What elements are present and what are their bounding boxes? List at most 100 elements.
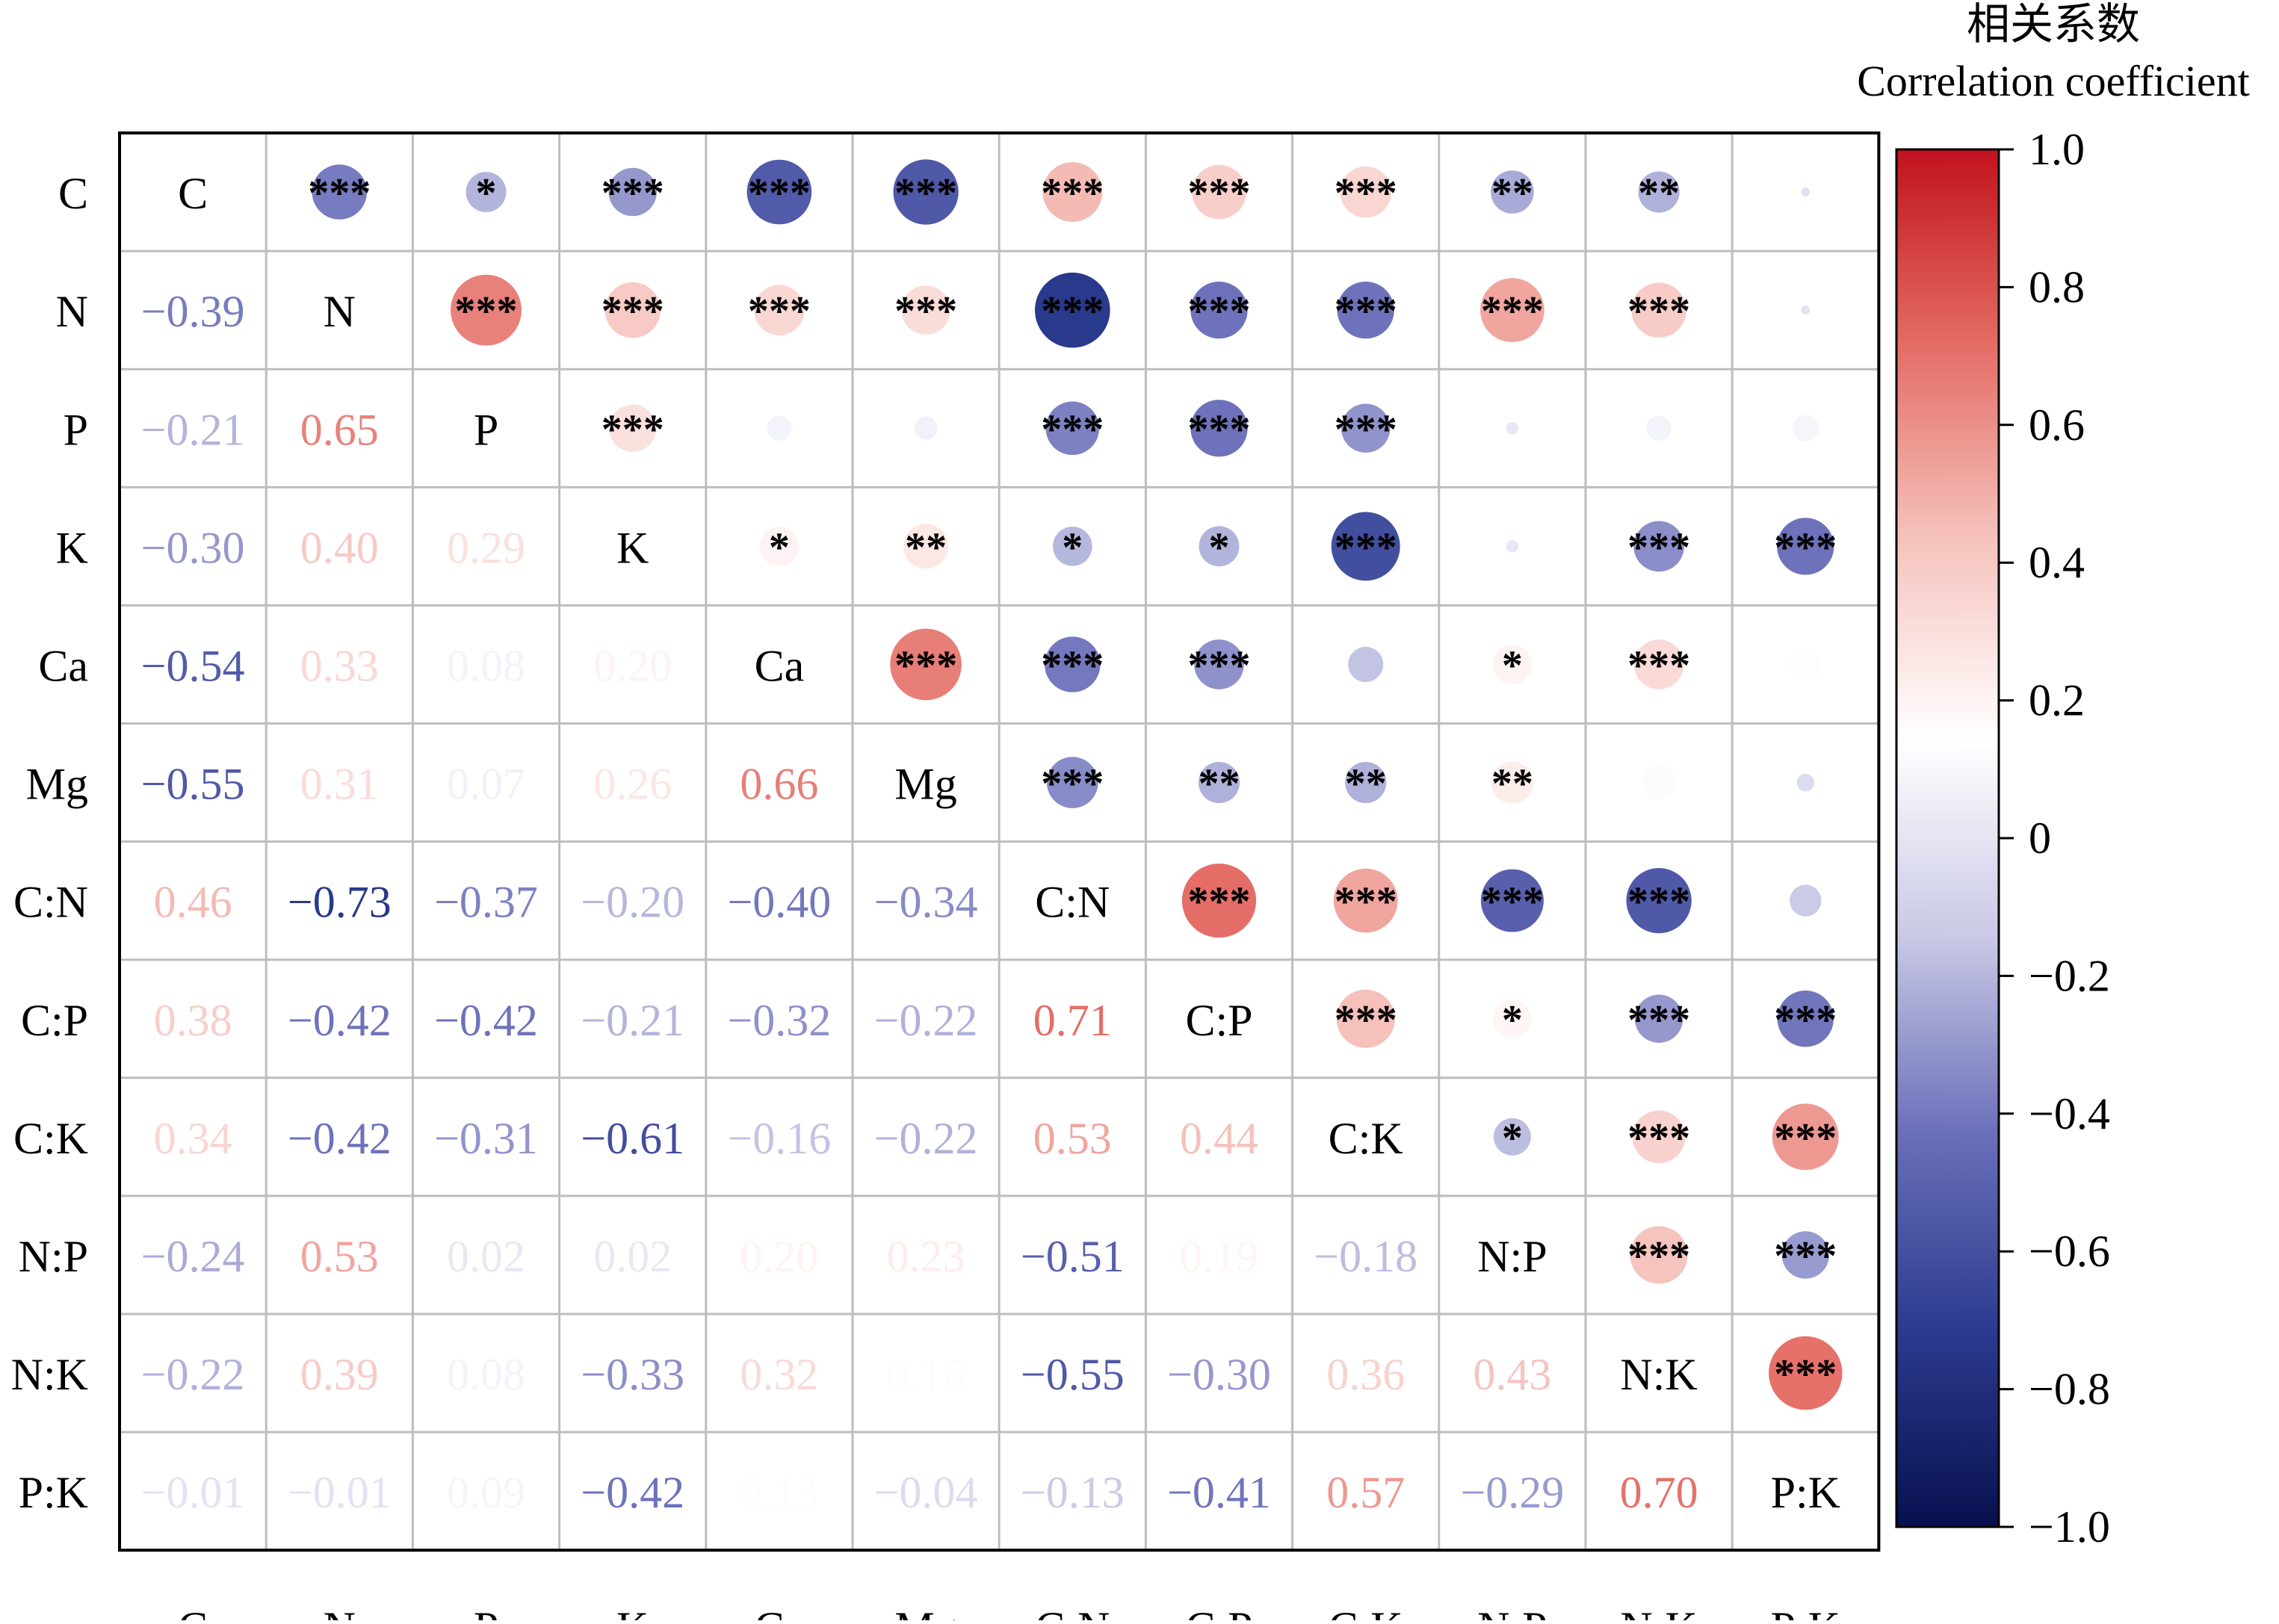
significance-stars: *** bbox=[1335, 406, 1397, 453]
significance-stars: *** bbox=[602, 288, 664, 335]
coefficient-circle bbox=[1336, 989, 1395, 1048]
significance-stars: *** bbox=[748, 170, 811, 217]
significance-stars: *** bbox=[1188, 879, 1251, 926]
colorbar-tick-label: 0.6 bbox=[2029, 400, 2085, 450]
colorbar-tick-label: −1.0 bbox=[2029, 1502, 2110, 1552]
coefficient-circle bbox=[1345, 761, 1387, 804]
significance-stars: *** bbox=[1774, 997, 1837, 1044]
significance-stars: *** bbox=[1335, 288, 1397, 335]
column-axis-label: K bbox=[616, 1603, 649, 1620]
coefficient-value-label: −0.01 bbox=[141, 1468, 245, 1517]
significance-stars: *** bbox=[894, 170, 957, 217]
colorbar-tick-label: −0.2 bbox=[2029, 951, 2110, 1000]
coefficient-value-label: −0.21 bbox=[141, 405, 245, 454]
coefficient-value-label: 0.71 bbox=[1033, 996, 1112, 1045]
coefficient-value-label: −0.18 bbox=[1314, 1232, 1417, 1281]
significance-stars: *** bbox=[1774, 524, 1837, 571]
diagonal-variable-label: Mg bbox=[894, 760, 956, 809]
coefficient-value-label: 0.53 bbox=[300, 1232, 379, 1281]
colorbar-tick-label: 1.0 bbox=[2029, 125, 2085, 174]
colorbar-tick-label: 0 bbox=[2029, 813, 2051, 863]
significance-stars: *** bbox=[1774, 1115, 1837, 1162]
coefficient-circle bbox=[1790, 648, 1822, 681]
coefficient-circle bbox=[1777, 991, 1834, 1047]
coefficient-value-label: 0.19 bbox=[1180, 1232, 1258, 1281]
coefficient-circle bbox=[1631, 282, 1686, 338]
significance-stars: *** bbox=[894, 642, 957, 689]
coefficient-value-label: 0.07 bbox=[447, 760, 525, 809]
coefficient-circle bbox=[466, 172, 507, 213]
matrix-axes: C C N N P P K K Ca Ca Mg Mg C:N C:N C:P C:P C:K C:K N:P N:P… bbox=[11, 169, 1840, 1624]
coefficient-value-label: −0.22 bbox=[874, 1114, 978, 1163]
column-axis-label: Ca bbox=[755, 1603, 805, 1620]
column-axis-label: N:K bbox=[1620, 1603, 1697, 1620]
coefficient-value-label: −0.39 bbox=[141, 287, 245, 336]
coefficient-value-label: −0.16 bbox=[727, 1114, 831, 1163]
coefficient-value-label: 0.02 bbox=[593, 1232, 672, 1281]
column-axis-label: C:N bbox=[1035, 1603, 1110, 1620]
diagonal-variable-label: N bbox=[324, 287, 356, 336]
colorbar-tick-label: −0.4 bbox=[2029, 1089, 2110, 1138]
coefficient-value-label: 0.57 bbox=[1326, 1468, 1405, 1517]
coefficient-value-label: −0.41 bbox=[1167, 1468, 1271, 1517]
significance-stars: * bbox=[1502, 642, 1523, 689]
significance-stars: * bbox=[1502, 997, 1523, 1044]
column-axis-label: P:K bbox=[1771, 1603, 1840, 1620]
significance-stars: *** bbox=[1041, 406, 1104, 453]
coefficient-circle bbox=[1199, 526, 1240, 567]
coefficient-circle bbox=[1769, 1336, 1843, 1410]
coefficient-value-label: −0.22 bbox=[874, 996, 978, 1045]
coefficient-circle bbox=[890, 628, 962, 701]
column-axis-label: C:P bbox=[1185, 1603, 1252, 1620]
coefficient-value-label: 0.44 bbox=[1180, 1114, 1258, 1163]
coefficient-value-label: −0.22 bbox=[141, 1350, 245, 1399]
coefficient-value-label: −0.42 bbox=[288, 996, 392, 1045]
diagonal-variable-label: Ca bbox=[755, 641, 805, 690]
coefficient-value-label: −0.24 bbox=[141, 1232, 245, 1281]
significance-stars: *** bbox=[1627, 1115, 1690, 1162]
coefficient-value-label: 0.13 bbox=[740, 1468, 818, 1517]
coefficient-circle bbox=[1772, 1103, 1839, 1171]
row-axis-label: P bbox=[64, 405, 88, 454]
coefficient-circle bbox=[1480, 869, 1544, 932]
coefficient-circle bbox=[1632, 1110, 1686, 1164]
coefficient-value-label: 0.38 bbox=[154, 996, 232, 1045]
coefficient-circle bbox=[767, 415, 792, 441]
coefficient-circle bbox=[1190, 400, 1248, 457]
coefficient-value-label: −0.30 bbox=[1167, 1350, 1271, 1399]
row-axis-label: P:K bbox=[19, 1468, 88, 1517]
coefficient-value-label: 0.23 bbox=[887, 1232, 965, 1281]
coefficient-value-label: −0.42 bbox=[434, 996, 538, 1045]
significance-stars: *** bbox=[1335, 170, 1397, 217]
coefficient-circle bbox=[1796, 773, 1815, 792]
coefficient-circle bbox=[312, 164, 368, 220]
coefficient-value-label: −0.42 bbox=[581, 1468, 684, 1517]
significance-stars: *** bbox=[1481, 879, 1544, 926]
significance-stars: *** bbox=[455, 288, 518, 335]
coefficient-circle bbox=[1506, 540, 1519, 553]
coefficient-value-label: −0.73 bbox=[288, 878, 392, 927]
coefficient-value-label: −0.30 bbox=[141, 523, 245, 572]
coefficient-circle bbox=[604, 282, 661, 338]
coefficient-circle bbox=[609, 404, 657, 452]
significance-stars: ** bbox=[1199, 761, 1240, 808]
color-legend: 相关系数 Correlation coefficient 1.0 0.8 0.6 0.… bbox=[1857, 0, 2250, 1552]
row-axis-label: C:K bbox=[13, 1114, 88, 1163]
diagonal-variable-label: N:P bbox=[1477, 1232, 1547, 1281]
significance-stars: *** bbox=[1774, 1233, 1837, 1280]
coefficient-value-label: −0.51 bbox=[1021, 1232, 1125, 1281]
coefficient-value-label: −0.01 bbox=[288, 1468, 392, 1517]
significance-stars: *** bbox=[1041, 761, 1104, 808]
row-axis-label: C bbox=[58, 169, 88, 218]
coefficient-value-label: −0.20 bbox=[581, 878, 684, 927]
column-axis-label: C bbox=[178, 1603, 208, 1620]
coefficient-value-label: 0.26 bbox=[593, 760, 672, 809]
significance-stars: *** bbox=[1481, 288, 1544, 335]
coefficient-circle bbox=[451, 274, 522, 346]
row-axis-label: C:P bbox=[21, 996, 88, 1045]
coefficient-value-label: −0.54 bbox=[141, 641, 245, 690]
coefficient-value-label: 0.08 bbox=[447, 641, 525, 690]
coefficient-circle bbox=[1641, 765, 1677, 801]
coefficient-circle bbox=[1491, 761, 1534, 804]
